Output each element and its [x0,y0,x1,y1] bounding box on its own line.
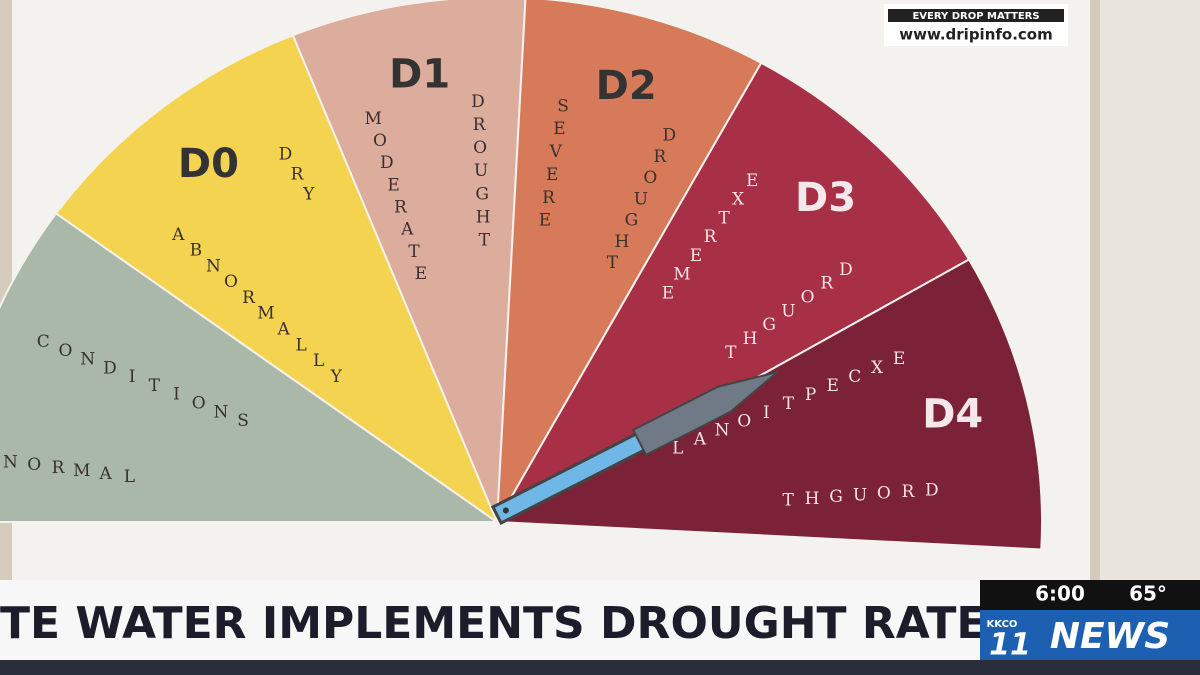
chyron-bar [0,580,980,660]
station-number: 11 [989,628,1031,663]
sector-code: D1 [389,52,450,98]
bottom-strip [0,660,1200,675]
sector [496,0,763,523]
time-box [980,580,1200,610]
station-box [980,610,1200,660]
door-frame [1100,0,1200,580]
sector [54,33,500,525]
time: 6:00 [1035,582,1085,606]
temperature: 65° [1129,582,1167,606]
logo-band [888,9,1064,22]
station-brand: NEWS [1050,616,1170,657]
logo-tagline: EVERY DROP MATTERS [912,11,1039,22]
sector [493,258,1043,551]
logo-url: www.dripinfo.com [899,26,1053,44]
gauge: NORMALCONDITIONSD0ABNORMALLYDRYD1MODERAT… [0,0,1043,551]
sector [494,61,971,525]
sector-code: D3 [795,175,856,221]
sector [291,0,527,523]
sector-code: D0 [178,141,239,187]
headline: TE WATER IMPLEMENTS DROUGHT RATES [0,598,1018,649]
sector-code: D4 [922,392,983,438]
needle-tip [631,371,779,457]
needle-pin [502,507,509,514]
needle [490,371,779,526]
sector-code: D2 [596,63,657,109]
sector [0,212,501,523]
station-call: KKCO [987,619,1018,630]
